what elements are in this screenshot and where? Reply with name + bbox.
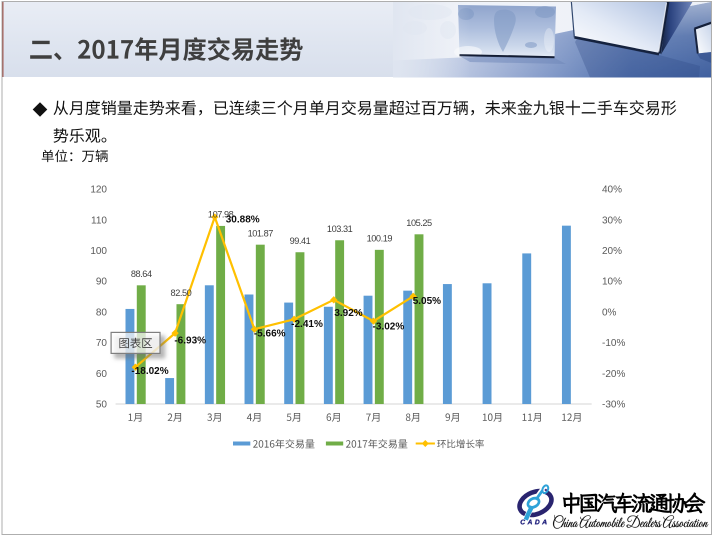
svg-text:101.87: 101.87 (248, 228, 274, 238)
svg-text:-10%: -10% (602, 338, 625, 349)
svg-text:-20%: -20% (602, 369, 625, 380)
svg-text:120: 120 (90, 185, 107, 196)
svg-text:-18.02%: -18.02% (131, 366, 168, 377)
svg-text:30%: 30% (602, 215, 622, 226)
svg-text:82.50: 82.50 (171, 288, 192, 298)
svg-text:-6.93%: -6.93% (174, 336, 206, 347)
svg-text:-2.41%: -2.41% (291, 319, 323, 330)
svg-text:-30%: -30% (602, 400, 625, 411)
svg-text:103.31: 103.31 (327, 224, 353, 234)
svg-text:-3.02%: -3.02% (373, 321, 405, 332)
svg-text:-5.66%: -5.66% (254, 328, 286, 339)
svg-text:0%: 0% (602, 307, 617, 318)
svg-text:30.88%: 30.88% (226, 215, 260, 226)
svg-text:88.64: 88.64 (131, 269, 152, 279)
svg-text:5.05%: 5.05% (413, 296, 441, 307)
svg-text:107.98: 107.98 (208, 210, 234, 220)
svg-text:80: 80 (96, 307, 108, 318)
svg-text:60: 60 (96, 369, 108, 380)
svg-text:70: 70 (96, 338, 108, 349)
svg-text:100.19: 100.19 (367, 234, 393, 244)
svg-text:10%: 10% (602, 277, 622, 288)
svg-text:40%: 40% (602, 185, 622, 196)
svg-text:99.41: 99.41 (290, 236, 311, 246)
svg-text:110: 110 (91, 215, 107, 226)
svg-text:90: 90 (96, 277, 108, 288)
svg-text:105.25: 105.25 (406, 218, 432, 228)
svg-text:20%: 20% (602, 246, 622, 257)
svg-text:3.92%: 3.92% (334, 308, 362, 319)
svg-text:100: 100 (90, 246, 107, 257)
svg-text:50: 50 (96, 400, 108, 411)
